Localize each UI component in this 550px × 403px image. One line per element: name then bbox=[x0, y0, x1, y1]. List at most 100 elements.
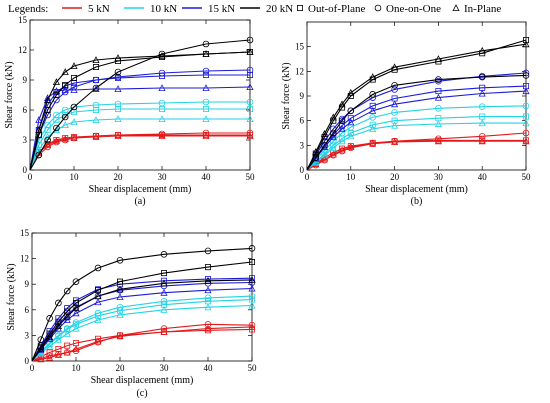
data-point bbox=[61, 113, 69, 121]
data-point bbox=[158, 84, 166, 91]
series-line bbox=[306, 39, 527, 171]
legend-marker-circle bbox=[374, 4, 382, 12]
data-point bbox=[347, 143, 355, 150]
data-point bbox=[94, 264, 102, 272]
y-tick-label: 15 bbox=[295, 42, 305, 52]
data-point bbox=[44, 111, 51, 119]
x-tick-label: 10 bbox=[70, 172, 80, 182]
data-point bbox=[94, 309, 102, 317]
x-tick-label: 30 bbox=[434, 172, 444, 182]
data-point bbox=[70, 134, 78, 142]
data-point bbox=[248, 292, 256, 300]
series-line bbox=[31, 261, 253, 362]
series-line bbox=[306, 90, 527, 171]
data-point bbox=[347, 132, 355, 140]
data-point bbox=[114, 73, 122, 81]
data-point bbox=[52, 137, 60, 145]
data-point bbox=[329, 151, 337, 159]
data-point bbox=[92, 101, 100, 109]
series-line bbox=[29, 74, 250, 171]
data-point bbox=[72, 304, 80, 312]
data-point bbox=[204, 247, 212, 255]
series-line bbox=[29, 86, 251, 171]
data-point bbox=[369, 139, 377, 147]
data-point bbox=[158, 99, 166, 107]
series-10kn-triangle bbox=[306, 119, 530, 171]
data-point bbox=[114, 54, 122, 61]
data-point bbox=[116, 332, 124, 340]
y-tick-label: 12 bbox=[18, 45, 27, 55]
data-point bbox=[63, 348, 71, 356]
y-tick-label: 6 bbox=[23, 105, 28, 115]
data-point bbox=[46, 352, 53, 360]
data-point bbox=[53, 124, 60, 132]
data-point bbox=[338, 137, 346, 145]
y-tick-label: 3 bbox=[23, 135, 28, 145]
y-axis-label: Shear force (kN) bbox=[281, 62, 292, 129]
series-line bbox=[306, 74, 527, 171]
data-point bbox=[347, 88, 355, 96]
data-point bbox=[92, 76, 100, 84]
panel-label: (a) bbox=[134, 196, 145, 207]
data-point bbox=[158, 106, 165, 113]
data-point bbox=[329, 133, 337, 141]
data-point bbox=[46, 333, 54, 341]
y-tick-label: 9 bbox=[300, 91, 305, 101]
x-tick-label: 40 bbox=[204, 363, 214, 373]
data-point bbox=[522, 72, 530, 79]
data-point bbox=[160, 328, 168, 335]
data-point bbox=[204, 264, 211, 271]
plot-frame bbox=[29, 19, 251, 171]
data-point bbox=[116, 311, 124, 318]
data-point bbox=[369, 125, 377, 132]
legend-label-10kn: 10 kN bbox=[150, 3, 177, 15]
data-point bbox=[70, 86, 78, 93]
data-point bbox=[158, 130, 166, 138]
series-line bbox=[31, 295, 253, 362]
y-tick-label: 0 bbox=[25, 356, 30, 366]
legend-marker-square bbox=[296, 5, 303, 11]
data-point bbox=[158, 132, 166, 140]
data-point bbox=[202, 132, 210, 140]
x-axis-label: Shear displacement (mm) bbox=[91, 375, 194, 386]
series-5kn-triangle bbox=[31, 322, 256, 363]
data-point bbox=[391, 82, 398, 89]
data-point bbox=[53, 111, 60, 119]
data-point bbox=[434, 93, 442, 101]
legend-marker-label-circle: One-on-One bbox=[386, 3, 441, 15]
y-tick-label: 3 bbox=[300, 140, 305, 150]
data-point bbox=[54, 322, 62, 330]
data-point bbox=[115, 106, 122, 113]
data-point bbox=[63, 312, 71, 320]
data-point bbox=[114, 131, 122, 139]
data-point bbox=[248, 276, 256, 283]
series-line bbox=[306, 140, 526, 171]
data-point bbox=[63, 316, 71, 324]
data-point bbox=[248, 259, 255, 266]
data-point bbox=[248, 275, 255, 282]
data-point bbox=[62, 82, 69, 89]
data-point bbox=[72, 309, 80, 317]
data-point bbox=[329, 113, 337, 121]
data-point bbox=[158, 69, 166, 77]
legend-label-20kn: 20 kN bbox=[266, 3, 293, 15]
data-point bbox=[92, 132, 100, 140]
data-point bbox=[202, 115, 210, 122]
data-point bbox=[369, 106, 377, 114]
data-point bbox=[93, 107, 100, 114]
data-point bbox=[246, 106, 253, 113]
data-point bbox=[321, 142, 328, 149]
data-point bbox=[248, 322, 256, 330]
data-point bbox=[64, 342, 71, 349]
data-point bbox=[478, 137, 486, 145]
data-point bbox=[434, 55, 442, 62]
data-point bbox=[94, 298, 102, 306]
data-point bbox=[329, 129, 337, 137]
data-point bbox=[37, 336, 45, 343]
x-tick-label: 10 bbox=[346, 172, 356, 182]
data-point bbox=[347, 118, 355, 126]
data-point bbox=[55, 299, 62, 307]
data-point bbox=[329, 150, 337, 158]
data-point bbox=[522, 87, 530, 95]
